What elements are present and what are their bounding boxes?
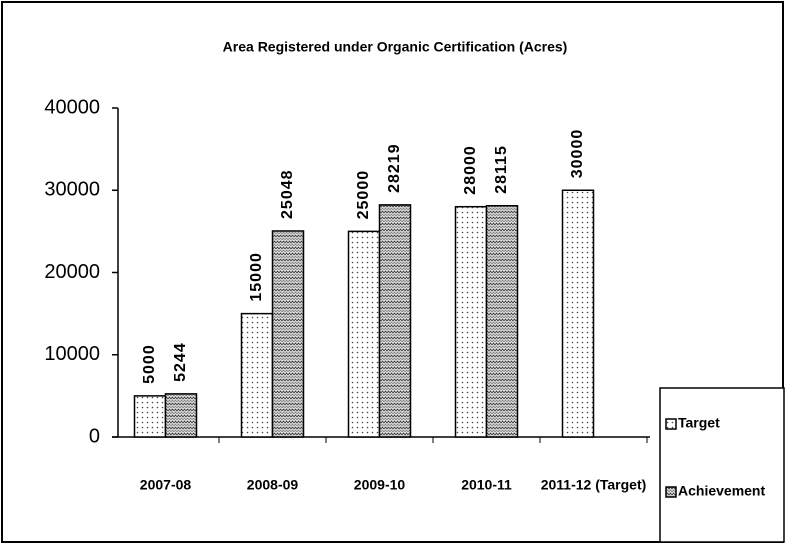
value-label: 25000 [355,170,372,220]
chart-title: Area Registered under Organic Certificat… [223,39,568,55]
value-label: 5244 [172,342,189,382]
value-label: 28115 [493,145,510,194]
bar [164,393,198,438]
bar [485,205,519,438]
x-tick-label: 2011-12 (Target) [541,477,647,493]
value-label: 25048 [279,169,296,219]
value-label: 15000 [248,252,265,302]
bar [133,395,167,438]
x-tick-label: 2009-10 [354,477,406,493]
bar [347,230,381,438]
y-tick-label: 20000 [44,261,100,283]
bar [240,312,274,438]
y-tick-label: 30000 [44,179,100,201]
legend-swatch [665,486,677,498]
bar [378,204,412,438]
value-label: 5000 [141,344,158,384]
x-tick-label: 2008-09 [247,477,299,493]
legend-box [659,387,785,543]
y-tick-label: 40000 [44,96,100,118]
x-tick-label: 2007-08 [140,477,192,493]
value-label: 30000 [569,129,586,179]
bar [454,205,488,438]
y-tick-label: 10000 [44,343,100,365]
x-tick-label: 2010-11 [461,477,512,493]
bar [561,189,595,438]
legend-label: Target [678,415,720,431]
bar [271,230,305,438]
value-label: 28000 [462,145,479,195]
legend-label: Achievement [678,483,765,499]
y-tick-label: 0 [89,425,100,447]
legend-swatch [665,418,677,430]
value-label: 28219 [386,143,403,193]
